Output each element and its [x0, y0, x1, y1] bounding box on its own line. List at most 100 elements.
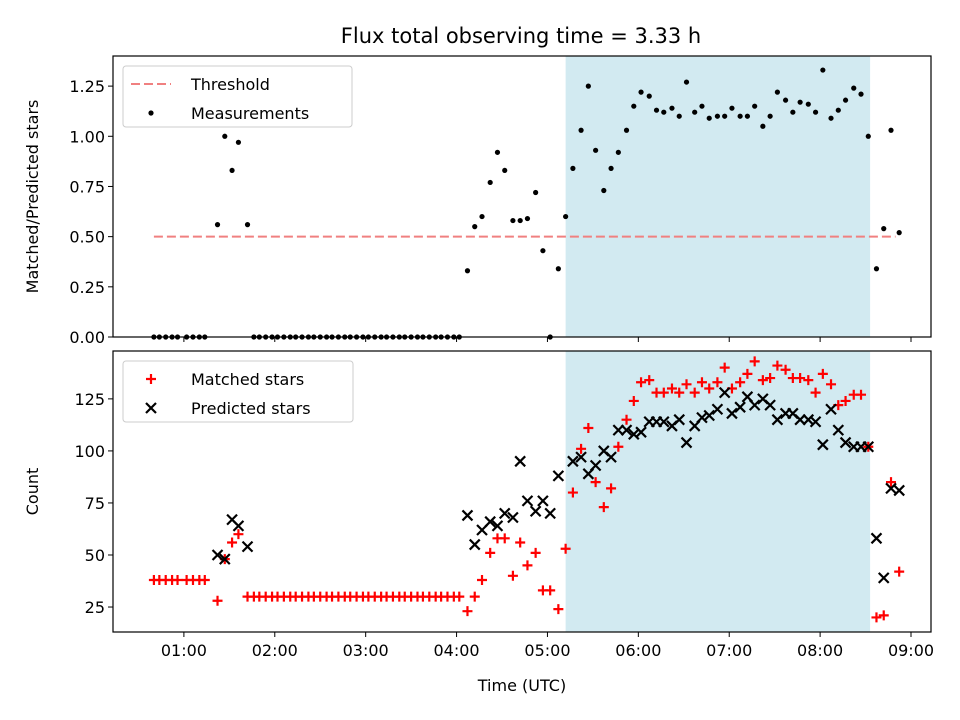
predicted-star-point: [620, 424, 633, 436]
measurement-point: [722, 113, 728, 119]
predicted-star-point: [241, 540, 254, 553]
measurement-point: [888, 127, 894, 133]
matched-star-point: [199, 574, 210, 585]
x-tick-label: 03:00: [343, 641, 389, 660]
matched-star-point: [681, 379, 692, 390]
predicted-star-point: [711, 403, 724, 416]
measurement-point: [805, 101, 811, 107]
measurement-point: [714, 113, 721, 119]
matched-star-point: [826, 379, 837, 390]
predicted-star-point: [211, 549, 224, 561]
measurement-point: [676, 113, 682, 119]
measurement-point: [615, 149, 621, 155]
legend: Matched stars Predicted stars: [122, 360, 354, 423]
predicted-star-point: [219, 553, 231, 565]
matched-star-point: [227, 537, 238, 548]
observing-window-span: [565, 351, 871, 632]
measurement-point: [744, 113, 751, 119]
measurement-point: [692, 109, 698, 115]
measurement-point: [533, 189, 539, 196]
measurement-point: [472, 224, 478, 230]
matched-star-point: [765, 373, 776, 384]
legend-label: Measurements: [191, 104, 309, 123]
matched-star-point: [469, 591, 480, 602]
y-tick-label: 50: [85, 546, 105, 565]
measurement-point: [782, 97, 789, 103]
observing-window-span: [565, 56, 871, 337]
matched-star-point: [795, 373, 806, 384]
measurement-point: [661, 109, 667, 115]
measurement-point: [479, 213, 485, 220]
y-tick-label: 100: [74, 442, 105, 461]
matched-star-point: [212, 595, 223, 606]
measurement-point: [812, 109, 819, 115]
measurement-point: [585, 83, 591, 89]
legend-box: [122, 65, 353, 128]
x-tick-label: 06:00: [615, 641, 661, 660]
matched-star-point: [454, 591, 465, 602]
predicted-star-point: [507, 511, 519, 524]
y-tick-label: 0.25: [69, 278, 105, 297]
predicted-star-point: [718, 386, 731, 399]
measurement-point: [638, 89, 644, 95]
y-tick-label: 0.75: [69, 177, 105, 196]
predicted-star-point: [484, 515, 496, 528]
y-axis-label: Matched/Predicted stars: [23, 100, 42, 294]
legend-predicted-swatch: [145, 402, 157, 414]
matched-star-point: [840, 395, 851, 406]
matched-star-point: [719, 362, 730, 373]
matched-star-point: [886, 477, 897, 488]
measurement-point: [623, 127, 630, 133]
measurement-point: [593, 147, 599, 153]
matched-star-point: [621, 414, 632, 425]
measurement-point: [865, 133, 871, 139]
measurement-point: [229, 167, 235, 174]
measurement-point: [524, 215, 531, 222]
measurement-point: [578, 127, 584, 133]
predicted-star-point: [521, 495, 534, 507]
measurement-point: [797, 99, 803, 105]
matched-star-point: [576, 443, 587, 454]
bottom-panel-counts: 25 50 75 100 125 01:00 02:00 03:00 04:00 05:00 06:…: [23, 350, 934, 695]
matched-star-point: [530, 547, 541, 558]
matched-star-point: [507, 570, 518, 581]
matched-star-point: [772, 360, 783, 371]
predicted-star-point: [575, 451, 587, 463]
measurement-point: [752, 103, 758, 109]
axes-frame: [112, 55, 932, 338]
matched-star-point: [856, 389, 867, 400]
legend-label: Threshold: [190, 75, 270, 94]
matched-star-point: [499, 533, 510, 544]
measurement-point: [858, 91, 864, 97]
matched-star-point: [704, 383, 715, 394]
measurement-point: [767, 113, 773, 119]
predicted-star-point: [862, 440, 875, 453]
predicted-star-point: [589, 459, 602, 472]
matched-star-point: [810, 387, 821, 398]
matched-star-point: [590, 477, 601, 488]
y-tick-label: 75: [85, 494, 105, 513]
predicted-star-point: [537, 495, 549, 507]
matched-star-point: [583, 423, 594, 434]
chart-title: Flux total observing time = 3.33 h: [341, 24, 701, 48]
matched-star-point: [613, 441, 624, 452]
x-tick-label: 02:00: [252, 641, 298, 660]
measurement-point: [244, 222, 251, 228]
matched-star-point: [696, 377, 707, 388]
matched-star-point: [545, 585, 556, 596]
measurement-point: [774, 89, 780, 95]
matched-star-point: [689, 387, 700, 398]
predicted-star-point: [498, 507, 511, 520]
measurement-point: [820, 67, 826, 73]
predicted-star-point: [514, 455, 526, 468]
matched-star-point: [735, 377, 746, 388]
measurement-point: [873, 266, 880, 272]
y-axis-label: Count: [23, 468, 42, 516]
matched-star-point: [485, 547, 496, 558]
predicted-star-point: [809, 415, 822, 428]
y-tick-label: 1.00: [69, 127, 105, 146]
measurement-point: [494, 149, 501, 155]
matched-star-point: [742, 368, 753, 379]
predicted-star-point: [817, 438, 829, 451]
measurement-point: [540, 248, 546, 254]
